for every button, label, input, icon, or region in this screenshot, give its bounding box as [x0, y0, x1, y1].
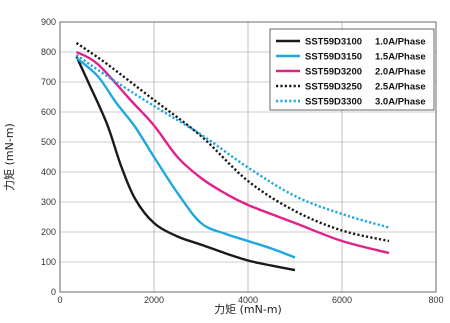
legend: SST59D3100 1.0A/Phase SST59D3150 1.5A/Phase…: [269, 28, 435, 111]
legend-series-name: SST59D3250: [305, 82, 362, 93]
y-tick-label: 500: [41, 137, 56, 147]
series-line-SST59D3150: [75, 57, 296, 259]
series-line-SST59D3250: [75, 42, 390, 243]
y-tick-label: 200: [41, 227, 56, 237]
y-tick-label: 800: [41, 47, 56, 57]
legend-series-name: SST59D3300: [305, 97, 362, 108]
y-tick-label: 700: [41, 77, 56, 87]
legend-series-label: 3.0A/Phase: [375, 97, 426, 108]
series-line-SST59D3200: [75, 50, 390, 255]
x-tick-label: 800: [428, 295, 443, 305]
legend-series-name: SST59D3100: [305, 37, 362, 48]
legend-series-name: SST59D3150: [305, 52, 362, 63]
legend-series-label: 2.0A/Phase: [375, 67, 426, 78]
x-tick-label: 0: [57, 295, 62, 305]
series-line-SST59D3300: [75, 54, 390, 229]
y-tick-label: 400: [41, 167, 56, 177]
series-lines: [75, 42, 390, 272]
y-tick-label: 0: [51, 287, 56, 297]
y-tick-label: 900: [41, 17, 56, 27]
tick-labels: 0 100 200 300 400 500 600 700 800 900 0 2000 4000 600…: [41, 17, 444, 305]
y-axis-title: 力矩 (mN-m): [3, 123, 16, 191]
legend-series-name: SST59D3200: [305, 67, 362, 78]
x-tick-label: 6000: [332, 295, 352, 305]
legend-series-label: 1.0A/Phase: [375, 37, 426, 48]
y-tick-label: 100: [41, 257, 56, 267]
legend-series-label: 1.5A/Phase: [375, 52, 426, 63]
legend-series-label: 2.5A/Phase: [375, 82, 426, 93]
y-tick-label: 300: [41, 197, 56, 207]
x-tick-label: 2000: [144, 295, 164, 305]
x-axis-title: 力矩 (mN-m): [214, 303, 282, 316]
legend-box: [269, 28, 435, 111]
y-tick-label: 600: [41, 107, 56, 117]
x-tick-label: 4000: [238, 295, 258, 305]
series-line-SST59D3100: [75, 56, 296, 272]
plot-frame: [59, 21, 437, 293]
